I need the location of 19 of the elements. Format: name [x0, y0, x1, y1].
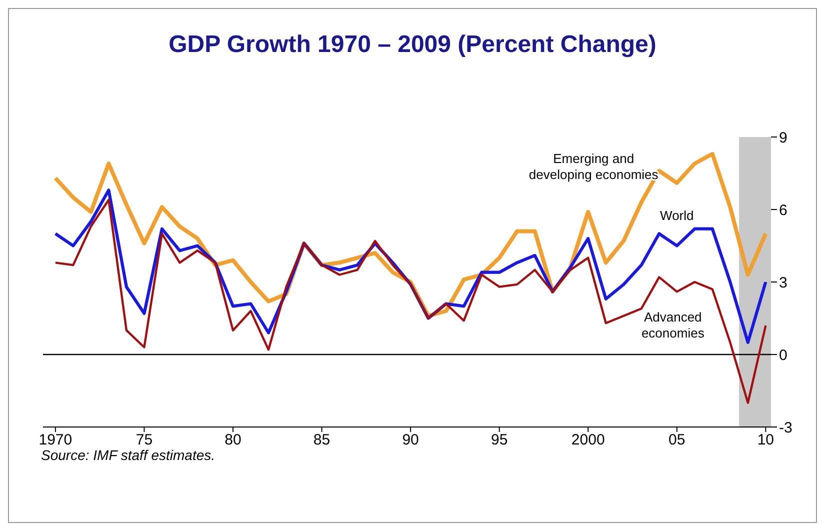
- source-note: Source: IMF staff estimates.: [41, 447, 216, 463]
- x-tick-label: 75: [136, 432, 153, 449]
- y-tick-label: 9: [779, 129, 788, 146]
- x-tick-label: 80: [224, 432, 242, 449]
- y-tick-label: 0: [779, 346, 788, 364]
- series-label: World: [660, 208, 694, 223]
- x-tick-label: 2000: [571, 432, 605, 449]
- series-label: Advanced economies: [641, 310, 705, 341]
- x-tick-label: 10: [757, 432, 774, 449]
- y-tick-label: -3: [779, 419, 792, 436]
- line-series: [54, 198, 767, 404]
- x-tick-label: 1970: [38, 432, 72, 449]
- y-tick-label: 3: [779, 274, 788, 292]
- x-tick-label: 95: [490, 432, 508, 449]
- y-tick-label: 6: [779, 202, 788, 219]
- x-tick-label: 90: [402, 432, 419, 449]
- chart-title: GDP Growth 1970 – 2009 (Percent Change): [168, 31, 658, 59]
- x-tick-label: 85: [313, 432, 330, 449]
- x-tick-label: 05: [668, 432, 686, 449]
